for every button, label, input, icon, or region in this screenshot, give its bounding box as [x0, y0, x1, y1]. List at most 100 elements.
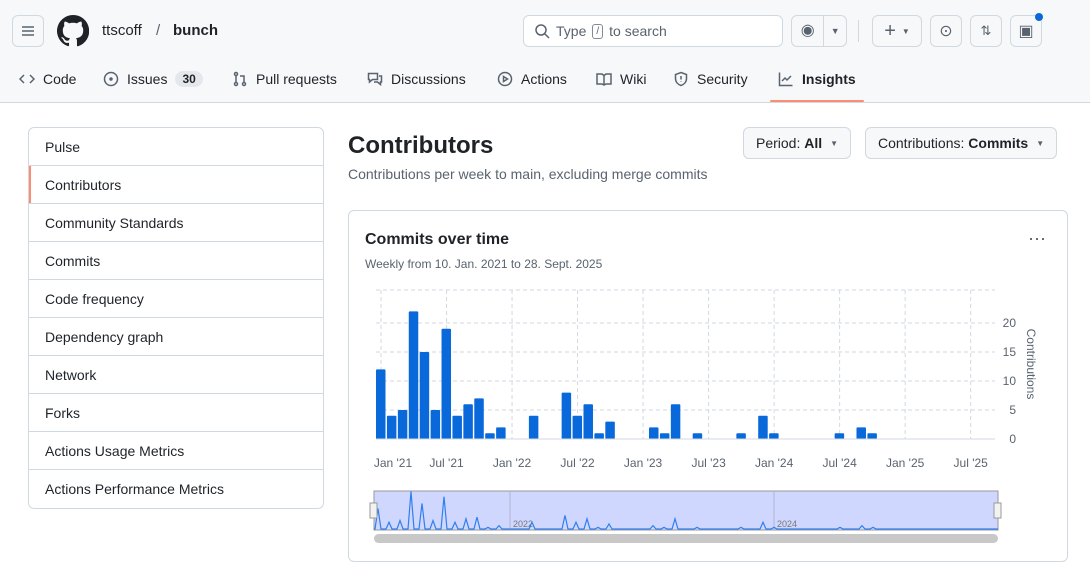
y-axis-label: Contributions [1024, 329, 1038, 400]
x-tick-label: Jul '21 [429, 456, 464, 470]
bar [605, 421, 615, 439]
copilot-button[interactable]: ◉ ▼ [791, 15, 847, 47]
x-tick-label: Jan '21 [374, 456, 413, 470]
bar [408, 311, 419, 439]
search-input[interactable]: Type / to search [523, 15, 783, 47]
navigator-right-handle[interactable] [993, 502, 1002, 519]
x-tick-label: Jul '23 [691, 456, 726, 470]
bar [867, 433, 877, 439]
tab-code[interactable]: Code [19, 66, 76, 92]
header: ttscoff / bunch Type / to search ◉ ▼ + ▼ ⊙ … [0, 0, 1090, 103]
tab-security[interactable]: Security [673, 66, 748, 92]
issue-icon: ⊙ [939, 23, 953, 40]
navigator-left-handle[interactable] [369, 502, 378, 519]
y-tick-label: 20 [1003, 316, 1017, 330]
discussion-icon [367, 72, 383, 87]
hamburger-icon [22, 26, 34, 36]
navigator-label: 2022 [513, 519, 533, 529]
tab-actions[interactable]: Actions [497, 66, 567, 92]
search-prefix: Type [556, 23, 587, 39]
tab-label: Issues [127, 71, 168, 87]
sidebar-item-dependency-graph[interactable]: Dependency graph [29, 318, 323, 356]
tab-pull-requests[interactable]: Pull requests [232, 66, 337, 92]
period-select[interactable]: Period: All ▼ [743, 127, 852, 159]
bar [474, 398, 484, 439]
bar [670, 404, 681, 439]
github-logo-icon[interactable] [57, 15, 89, 47]
sidebar-item-community-standards[interactable]: Community Standards [29, 204, 323, 242]
bar [463, 404, 473, 439]
x-tick-label: Jul '22 [560, 456, 595, 470]
create-new-button[interactable]: + ▼ [872, 15, 922, 47]
inbox-icon: ▣ [1018, 23, 1034, 40]
y-tick-label: 15 [1003, 345, 1017, 359]
sidebar-item-actions-performance-metrics[interactable]: Actions Performance Metrics [45, 481, 224, 497]
bar [692, 433, 703, 439]
tab-insights[interactable]: Insights [778, 66, 856, 92]
tab-wiki[interactable]: Wiki [596, 66, 646, 92]
notification-dot [1035, 13, 1043, 21]
x-tick-label: Jul '24 [822, 456, 857, 470]
bar [736, 433, 746, 439]
x-tick-label: Jan '23 [624, 456, 663, 470]
divider [858, 20, 859, 42]
tab-label: Insights [802, 71, 856, 87]
active-tab-underline [770, 100, 864, 102]
bar [430, 410, 441, 439]
sidebar-item-code-frequency[interactable]: Code frequency [29, 280, 323, 318]
pull-request-icon [233, 71, 247, 87]
tab-label: Discussions [391, 71, 466, 87]
pull-requests-button[interactable]: ⇅ [970, 15, 1002, 47]
bar [452, 415, 462, 439]
bar [386, 415, 397, 439]
repo-name-link[interactable]: bunch [173, 22, 218, 39]
insights-sidebar: Pulse Contributors Community Standards Comm… [28, 127, 324, 509]
bar [769, 433, 779, 439]
copilot-icon: ◉ [792, 16, 825, 46]
x-tick-label: Jan '24 [755, 456, 794, 470]
chart-subtitle: Weekly from 10. Jan. 2021 to 28. Sept. 2… [365, 257, 603, 271]
tab-label: Code [43, 71, 77, 87]
page-subtitle: Contributions per week to main, excludin… [348, 166, 708, 182]
bar [441, 328, 452, 439]
graph-icon [778, 72, 793, 87]
navigator-scrollbar[interactable] [374, 534, 998, 543]
x-tick-label: Jul '25 [954, 456, 989, 470]
x-tick-label: Jan '22 [493, 456, 532, 470]
chevron-down-icon: ▼ [830, 26, 840, 36]
chevron-down-icon: ▼ [901, 26, 910, 36]
sidebar-item-network[interactable]: Network [29, 356, 323, 394]
issue-icon [103, 71, 119, 87]
more-options-button[interactable]: ⋯ [1028, 229, 1047, 249]
bar [834, 433, 845, 439]
book-icon [596, 73, 612, 86]
bar [856, 427, 866, 439]
x-tick-label: Jan '25 [886, 456, 925, 470]
search-suffix: to search [609, 23, 667, 39]
repo-owner-link[interactable]: ttscoff [102, 22, 142, 39]
sidebar-item-contributors[interactable]: Contributors [29, 166, 323, 204]
shield-icon [674, 71, 688, 87]
bar [758, 415, 768, 439]
issues-button[interactable]: ⊙ [930, 15, 962, 47]
y-tick-label: 5 [1009, 403, 1016, 417]
tab-discussions[interactable]: Discussions [367, 66, 466, 92]
contributions-select[interactable]: Contributions: Commits ▼ [865, 127, 1058, 159]
bar [419, 352, 430, 439]
plus-icon: + [884, 19, 896, 42]
sidebar-item-pulse[interactable]: Pulse [29, 128, 323, 166]
menu-button[interactable] [12, 15, 44, 47]
tab-label: Pull requests [256, 71, 337, 87]
bar [485, 433, 495, 439]
tab-issues[interactable]: Issues 30 [103, 66, 203, 92]
bar [659, 433, 670, 439]
chevron-down-icon: ▼ [830, 138, 839, 148]
y-tick-label: 0 [1009, 432, 1016, 446]
bar [528, 415, 539, 439]
sidebar-item-actions-usage-metrics[interactable]: Actions Usage Metrics [29, 432, 323, 470]
tab-label: Wiki [620, 71, 647, 87]
sidebar-item-commits[interactable]: Commits [29, 242, 323, 280]
y-tick-label: 10 [1003, 374, 1017, 388]
sidebar-item-forks[interactable]: Forks [29, 394, 323, 432]
